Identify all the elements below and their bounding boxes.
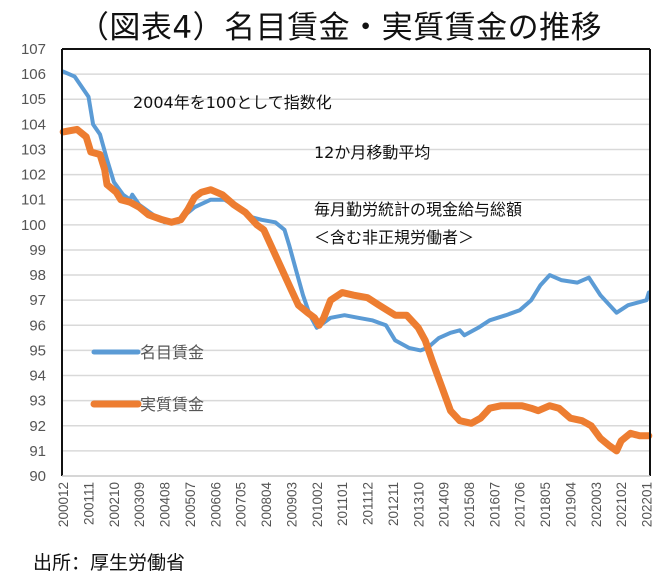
- y-tick-label: 91: [29, 443, 46, 460]
- x-tick-label: 200903: [284, 482, 299, 527]
- y-tick-label: 93: [29, 393, 46, 410]
- y-tick-label: 100: [21, 217, 46, 234]
- chart-title: （図表4）名目賃金・実質賃金の推移: [77, 10, 603, 46]
- y-tick-label: 105: [21, 91, 46, 108]
- x-tick-label: 200012: [56, 482, 71, 527]
- y-tick-label: 94: [29, 368, 46, 385]
- gridlines: [62, 73, 650, 477]
- series-line-real: [59, 125, 653, 455]
- x-tick-label: 200606: [208, 482, 223, 527]
- y-tick-label: 102: [21, 167, 46, 184]
- x-tick-label: 201904: [563, 482, 578, 528]
- x-tick-label: 201508: [462, 482, 477, 527]
- y-tick-label: 92: [29, 418, 46, 435]
- x-tick-label: 200111: [82, 482, 97, 525]
- y-tick-label: 95: [29, 342, 46, 359]
- series-lines: [59, 69, 653, 455]
- x-tick-label: 200309: [132, 482, 147, 527]
- x-tick-label: 201409: [437, 482, 452, 527]
- y-tick-label: 106: [21, 66, 46, 83]
- x-tick-label: 201211: [386, 482, 401, 526]
- y-axis-ticks: 90 91 92 93 94 95 96 97 98 99 100 101 102 103 104 105 10…: [21, 41, 46, 485]
- annotation-moving-average: 12か月移動平均: [314, 143, 430, 162]
- y-tick-label: 97: [29, 292, 46, 309]
- x-tick-label: 201101: [335, 482, 350, 526]
- annotation-workers: ＜含む非正規労働者＞: [314, 228, 474, 247]
- series-line-nominal: [61, 69, 651, 353]
- y-tick-label: 103: [21, 141, 46, 158]
- plot-frame: [61, 48, 651, 477]
- y-tick-label: 101: [21, 192, 46, 209]
- x-tick-label: 200408: [158, 482, 173, 527]
- x-tick-label: 200507: [183, 482, 198, 527]
- x-tick-label: 202201: [640, 482, 655, 527]
- legend-label-real: 実質賃金: [140, 395, 204, 414]
- x-tick-label: 201112: [361, 482, 376, 525]
- y-tick-label: 99: [29, 242, 46, 259]
- x-tick-label: 200210: [107, 482, 122, 527]
- y-tick-label: 98: [29, 267, 46, 284]
- annotation-index-base: 2004年を100として指数化: [133, 93, 332, 112]
- x-tick-label: 201706: [513, 482, 528, 527]
- x-tick-label: 201607: [487, 482, 502, 527]
- legend: 名目賃金 実質賃金: [90, 343, 204, 414]
- x-tick-label: 201002: [310, 482, 325, 527]
- x-tick-label: 201805: [538, 482, 553, 527]
- legend-label-nominal: 名目賃金: [140, 343, 204, 362]
- x-tick-label: 200705: [234, 482, 249, 527]
- source-caption: 出所：厚生労働省: [33, 552, 186, 574]
- y-tick-label: 107: [21, 41, 46, 58]
- x-axis-ticks: 200012 200111 200210 200309 200408 200507 2006…: [56, 482, 654, 528]
- y-tick-label: 96: [29, 317, 46, 334]
- x-tick-label: 201310: [411, 482, 426, 527]
- annotation-data-source: 毎月勤労統計の現金給与総額: [314, 200, 522, 219]
- y-tick-label: 90: [29, 468, 46, 485]
- x-tick-label: 202102: [614, 482, 629, 527]
- annotations: 2004年を100として指数化 12か月移動平均 毎月勤労統計の現金給与総額 ＜…: [133, 93, 522, 247]
- x-tick-label: 200804: [259, 482, 274, 528]
- x-tick-label: 202003: [589, 482, 604, 527]
- y-tick-label: 104: [21, 116, 46, 133]
